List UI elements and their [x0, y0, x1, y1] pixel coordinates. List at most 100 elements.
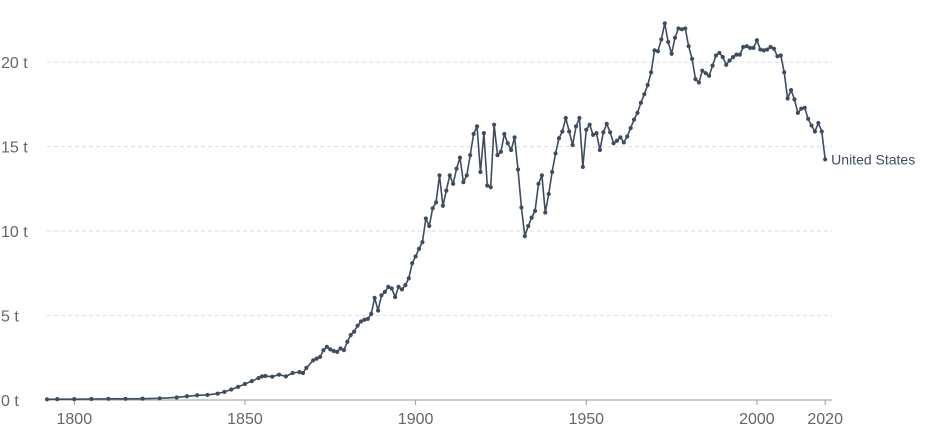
data-point: [386, 284, 391, 289]
data-point: [106, 396, 111, 401]
data-point: [649, 70, 654, 75]
data-point: [157, 396, 162, 401]
data-point: [550, 169, 555, 175]
series-label: United States: [831, 151, 915, 167]
data-point: [560, 129, 565, 134]
data-point: [608, 130, 613, 135]
data-point: [666, 39, 671, 45]
data-point: [532, 208, 538, 213]
data-point: [488, 185, 493, 190]
data-point: [55, 397, 60, 402]
data-point: [229, 387, 234, 392]
data-point: [744, 44, 749, 49]
data-point: [655, 49, 661, 54]
data-point: [614, 138, 620, 143]
data-point: [720, 55, 725, 60]
data-point: [184, 394, 190, 399]
data-point: [389, 286, 394, 291]
data-point: [823, 157, 828, 162]
data-point: [628, 125, 633, 131]
data-point: [492, 122, 497, 127]
data-point: [481, 131, 486, 136]
data-point: [730, 55, 736, 60]
data-point: [512, 135, 517, 140]
data-point: [734, 52, 739, 57]
data-point: [618, 135, 623, 140]
data-point: [788, 87, 794, 93]
data-point: [737, 52, 742, 57]
data-point: [372, 295, 377, 300]
data-point: [140, 396, 145, 401]
data-point: [215, 391, 220, 396]
data-point: [304, 365, 309, 371]
data-point: [321, 348, 326, 353]
data-point: [495, 153, 500, 158]
data-point: [662, 21, 667, 26]
data-point: [611, 141, 616, 146]
data-point: [413, 254, 418, 259]
data-point: [819, 129, 824, 134]
data-point: [604, 121, 609, 126]
data-point: [242, 381, 248, 387]
data-point: [410, 261, 415, 266]
data-point: [642, 92, 647, 97]
series-labels: United States: [831, 151, 915, 167]
data-point: [577, 115, 582, 121]
data-point: [457, 155, 463, 160]
data-point: [236, 384, 241, 389]
data-point: [812, 129, 818, 134]
data-point: [645, 82, 650, 88]
data-point: [174, 395, 179, 400]
data-point: [539, 173, 544, 178]
data-point: [259, 374, 265, 379]
y-tick-label: 10 t: [1, 224, 28, 241]
data-point: [778, 53, 783, 58]
data-point: [505, 141, 510, 146]
x-tick-label: 1800: [57, 411, 93, 428]
data-point: [300, 370, 306, 376]
data-point: [498, 149, 504, 154]
data-point: [689, 56, 695, 61]
data-point: [802, 105, 807, 110]
data-point: [444, 188, 449, 193]
data-point: [683, 26, 688, 31]
data-point: [263, 373, 268, 379]
data-point: [556, 136, 562, 141]
data-point: [563, 115, 568, 121]
data-point: [543, 210, 548, 215]
data-point: [710, 63, 715, 68]
data-point: [765, 47, 770, 52]
data-point: [795, 110, 800, 115]
data-point: [355, 323, 360, 328]
data-point: [423, 216, 428, 221]
data-point: [440, 203, 446, 208]
data-point: [195, 393, 200, 398]
data-point: [522, 234, 527, 239]
data-point: [362, 317, 367, 322]
data-point: [686, 44, 691, 49]
data-point: [382, 289, 387, 295]
data-point: [809, 123, 814, 128]
data-point: [515, 167, 521, 172]
data-point: [741, 44, 746, 50]
data-point: [331, 348, 336, 354]
data-point: [393, 294, 398, 300]
data-point: [416, 246, 422, 251]
data-point: [775, 54, 780, 59]
data-point: [816, 120, 821, 126]
data-point: [379, 293, 384, 298]
data-point: [72, 397, 77, 402]
data-point: [509, 147, 514, 153]
data-point: [430, 206, 435, 211]
x-tick-label: 1850: [227, 411, 263, 428]
data-point: [590, 132, 596, 137]
y-tick-label: 0 t: [1, 393, 19, 410]
data-point: [406, 276, 411, 281]
data-point: [399, 287, 405, 292]
data-point: [652, 48, 657, 53]
data-point: [567, 129, 572, 134]
data-point: [597, 147, 603, 153]
y-tick-label: 5 t: [1, 309, 19, 326]
series-line: [46, 22, 826, 401]
